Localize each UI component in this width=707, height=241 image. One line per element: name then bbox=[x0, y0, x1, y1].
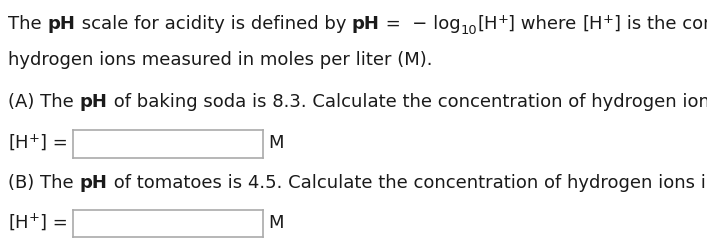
Text: ] =: ] = bbox=[40, 134, 74, 152]
Text: +: + bbox=[29, 132, 40, 145]
Text: M: M bbox=[269, 134, 284, 152]
Text: pH: pH bbox=[48, 15, 76, 33]
Text: [H: [H bbox=[583, 15, 603, 33]
Text: of baking soda is 8.3. Calculate the concentration of hydrogen ions in moles per: of baking soda is 8.3. Calculate the con… bbox=[108, 93, 707, 111]
Text: ] =: ] = bbox=[40, 214, 74, 232]
Text: [H: [H bbox=[8, 214, 29, 232]
Text: pH: pH bbox=[80, 93, 108, 111]
Text: 10: 10 bbox=[460, 24, 477, 37]
Text: +: + bbox=[29, 212, 40, 224]
Text: (A) The: (A) The bbox=[8, 93, 80, 111]
Text: (B) The: (B) The bbox=[8, 174, 80, 192]
Text: pH: pH bbox=[80, 174, 107, 192]
Text: pH: pH bbox=[352, 15, 380, 33]
Text: =  − log: = − log bbox=[380, 15, 460, 33]
Text: +: + bbox=[498, 13, 508, 26]
Text: +: + bbox=[603, 13, 614, 26]
Text: [H: [H bbox=[8, 134, 29, 152]
Text: ] where: ] where bbox=[508, 15, 583, 33]
Text: [H: [H bbox=[477, 15, 498, 33]
Text: M: M bbox=[269, 214, 284, 232]
Text: hydrogen ions measured in moles per liter (M).: hydrogen ions measured in moles per lite… bbox=[8, 51, 433, 69]
Text: scale for acidity is defined by: scale for acidity is defined by bbox=[76, 15, 352, 33]
Text: The: The bbox=[8, 15, 48, 33]
Text: of tomatoes is 4.5. Calculate the concentration of hydrogen ions in moles per li: of tomatoes is 4.5. Calculate the concen… bbox=[107, 174, 707, 192]
Text: ] is the concentration of: ] is the concentration of bbox=[614, 15, 707, 33]
